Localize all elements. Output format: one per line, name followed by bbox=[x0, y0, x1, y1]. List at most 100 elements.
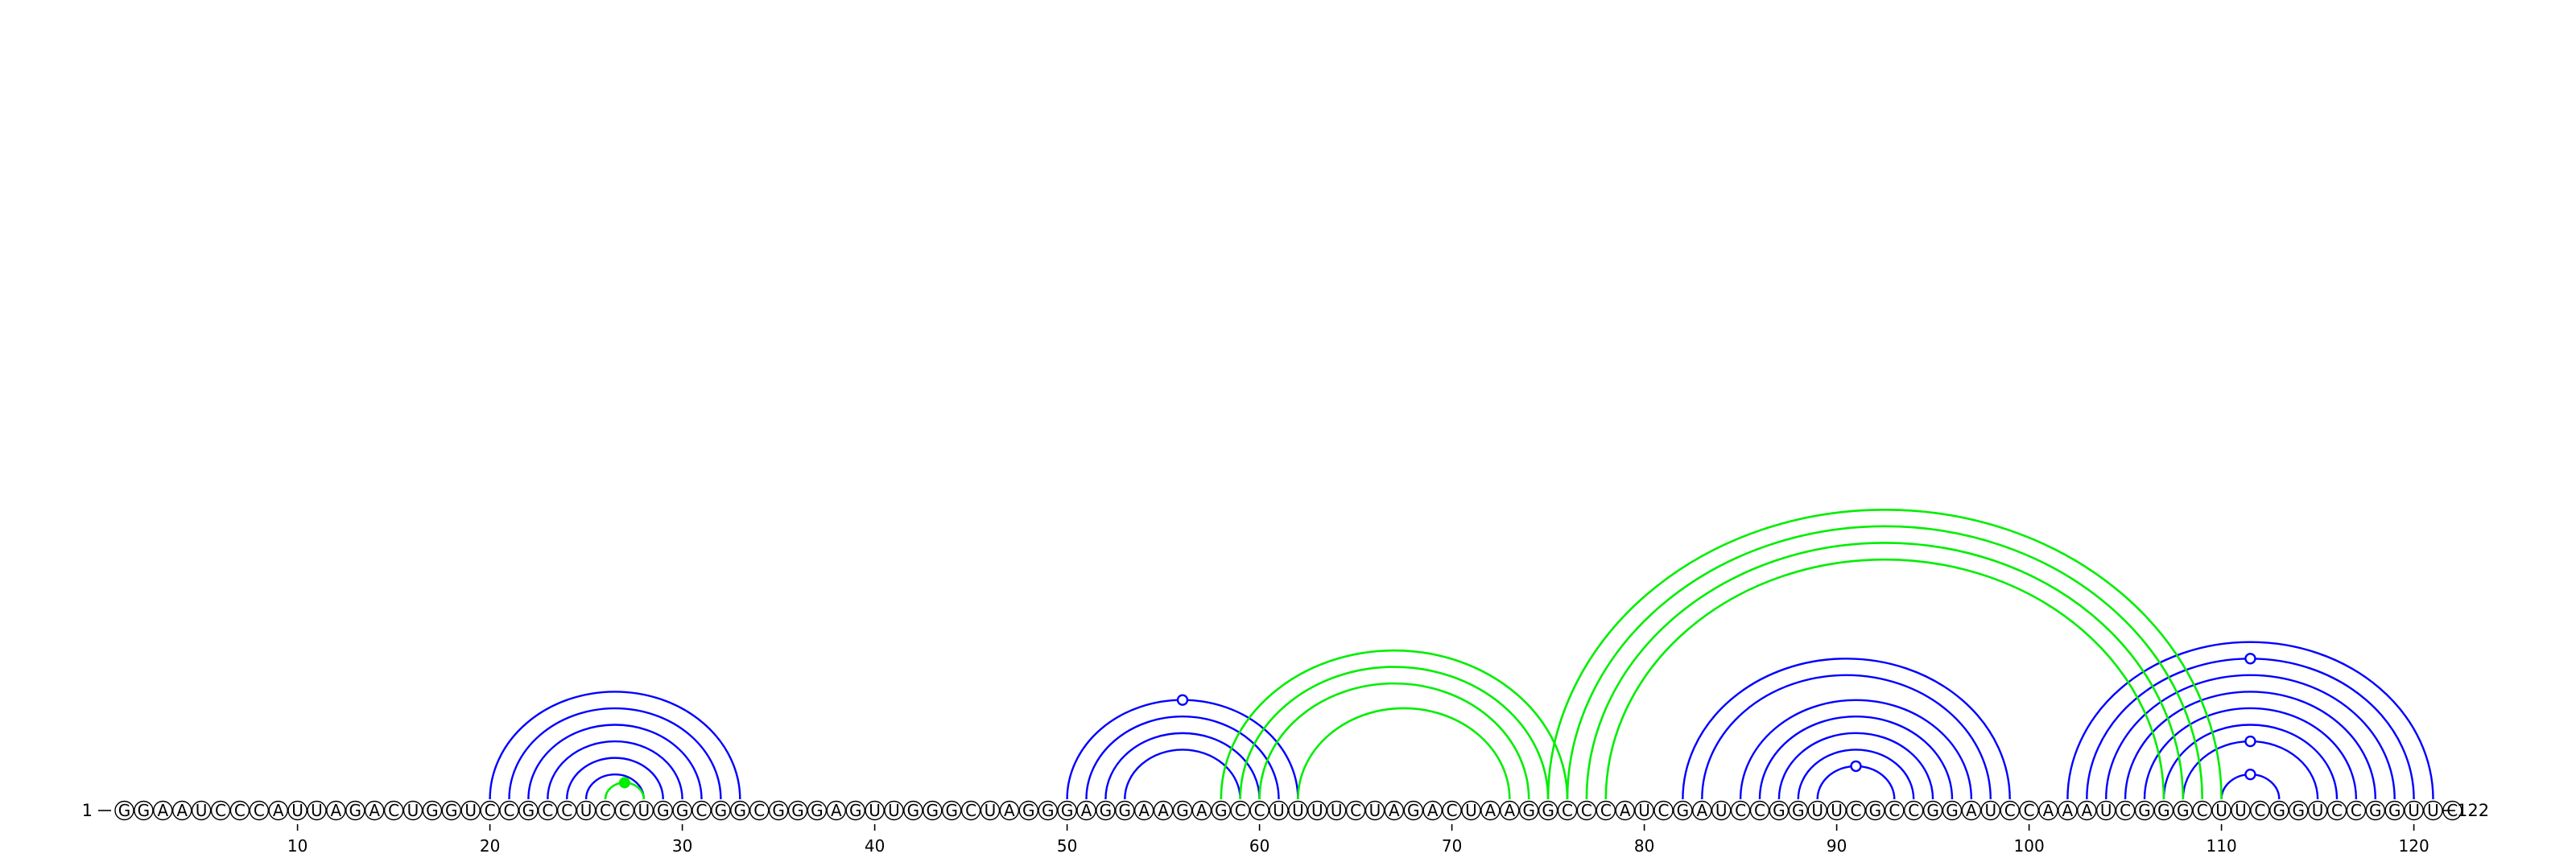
nucleotide-circle-76 bbox=[1557, 800, 1578, 821]
nucleotide-19: U bbox=[464, 801, 477, 820]
tick-label-110: 110 bbox=[2207, 836, 2237, 856]
nucleotide-circle-58 bbox=[1211, 800, 1232, 821]
nucleotide-34: C bbox=[753, 801, 765, 820]
nucleotide-circle-96 bbox=[1942, 800, 1963, 821]
nucleotide-69: A bbox=[1427, 801, 1439, 820]
nucleotide-109: C bbox=[2197, 801, 2208, 820]
nucleotide-93: C bbox=[1889, 801, 1900, 820]
nucleotide-50: G bbox=[1061, 801, 1074, 820]
start-label: 1 bbox=[82, 801, 93, 820]
nucleotide-circle-9 bbox=[268, 800, 288, 821]
blue-arc-102-121 bbox=[2066, 641, 2434, 800]
nucleotide-circle-75 bbox=[1538, 800, 1558, 821]
nucleotide-circle-99 bbox=[2000, 800, 2020, 821]
nucleotide-14: A bbox=[369, 801, 380, 820]
position-ticks-group: 10 20 30 40 50 60 70 80 90 100 110 120 bbox=[287, 824, 2429, 856]
nucleotide-circle-106 bbox=[2134, 800, 2155, 821]
nucleotide-16: U bbox=[407, 801, 419, 820]
blue-arc-25-28 bbox=[584, 773, 645, 800]
nucleotide-circle-116 bbox=[2326, 800, 2347, 821]
nucleotide-circle-113 bbox=[2269, 800, 2289, 821]
open-marker-108-115 bbox=[2244, 735, 2256, 748]
nucleotide-circle-89 bbox=[1807, 800, 1827, 821]
nucleotide-39: G bbox=[849, 801, 862, 820]
nucleotide-circle-114 bbox=[2288, 800, 2309, 821]
nucleotide-circle-22 bbox=[518, 800, 539, 821]
nucleotide-119: G bbox=[2388, 801, 2401, 820]
nucleotide-89: U bbox=[1811, 801, 1823, 820]
nucleotide-circle-86 bbox=[1749, 800, 1770, 821]
nucleotide-77: C bbox=[1581, 801, 1592, 820]
nucleotide-circle-72 bbox=[1480, 800, 1501, 821]
nucleotide-circle-21 bbox=[499, 800, 519, 821]
nucleotide-circle-2 bbox=[134, 800, 154, 821]
nucleotide-circle-53 bbox=[1115, 800, 1135, 821]
nucleotide-circle-92 bbox=[1865, 800, 1885, 821]
nucleotide-32: G bbox=[715, 801, 728, 820]
nucleotide-circle-17 bbox=[422, 800, 443, 821]
nucleotide-circle-112 bbox=[2250, 800, 2270, 821]
nucleotide-circle-102 bbox=[2058, 800, 2078, 821]
nucleotide-circle-50 bbox=[1057, 800, 1077, 821]
nucleotide-43: G bbox=[927, 801, 939, 820]
nucleotide-54: A bbox=[1138, 801, 1150, 820]
nucleotide-circle-115 bbox=[2307, 800, 2328, 821]
nucleotide-112: C bbox=[2254, 801, 2265, 820]
nucleotide-circle-29 bbox=[653, 800, 673, 821]
nucleotide-circle-6 bbox=[210, 800, 231, 821]
nucleotide-56: G bbox=[1176, 801, 1189, 820]
nucleotide-circle-28 bbox=[634, 800, 654, 821]
open-marker-110-113 bbox=[2244, 768, 2256, 781]
nucleotide-circle-44 bbox=[941, 800, 962, 821]
nucleotide-37: G bbox=[811, 801, 824, 820]
nucleotide-circle-80 bbox=[1634, 800, 1654, 821]
blue-arc-85-97 bbox=[1739, 699, 1973, 800]
nucleotide-circle-78 bbox=[1596, 800, 1616, 821]
nucleotide-96: G bbox=[1946, 801, 1959, 820]
nucleotide-75: G bbox=[1542, 801, 1554, 820]
blue-arc-105-118 bbox=[2124, 691, 2376, 800]
nucleotide-62: U bbox=[1292, 801, 1304, 820]
nucleotide-57: A bbox=[1196, 801, 1208, 820]
blue-arc-104-119 bbox=[2105, 674, 2396, 800]
nucleotide-circle-77 bbox=[1576, 800, 1597, 821]
nucleotide-61: U bbox=[1273, 801, 1285, 820]
nucleotide-circle-19 bbox=[460, 800, 481, 821]
nucleotide-114: G bbox=[2292, 801, 2305, 820]
nucleotide-73: A bbox=[1504, 801, 1515, 820]
nucleotide-110: U bbox=[2215, 801, 2227, 820]
nucleotide-circle-1 bbox=[114, 800, 134, 821]
nucleotide-circle-43 bbox=[923, 800, 943, 821]
nucleotide-97: A bbox=[1966, 801, 1977, 820]
tick-label-20: 20 bbox=[480, 836, 500, 856]
nucleotide-53: G bbox=[1119, 801, 1132, 820]
nucleotide-82: G bbox=[1677, 801, 1690, 820]
nucleotide-circle-25 bbox=[576, 800, 597, 821]
nucleotide-66: U bbox=[1369, 801, 1381, 820]
nucleotide-circle-26 bbox=[595, 800, 616, 821]
nucleotide-78: C bbox=[1600, 801, 1612, 820]
nucleotide-circle-33 bbox=[730, 800, 750, 821]
blue-arcs-group bbox=[489, 641, 2434, 800]
nucleotide-23: C bbox=[542, 801, 553, 820]
nucleotide-13: G bbox=[349, 801, 362, 820]
nucleotide-12: A bbox=[331, 801, 342, 820]
nucleotide-100: C bbox=[2024, 801, 2035, 820]
nucleotide-24: C bbox=[561, 801, 572, 820]
nucleotide-18: G bbox=[445, 801, 458, 820]
nucleotide-circle-38 bbox=[826, 800, 847, 821]
nucleotide-3: A bbox=[157, 801, 168, 820]
nucleotide-98: U bbox=[1984, 801, 1996, 820]
nucleotide-84: U bbox=[1715, 801, 1728, 820]
nucleotide-circle-59 bbox=[1230, 800, 1250, 821]
nucleotide-circle-41 bbox=[884, 800, 904, 821]
tick-label-50: 50 bbox=[1057, 836, 1077, 856]
nucleotide-83: A bbox=[1696, 801, 1707, 820]
nucleotide-46: U bbox=[985, 801, 997, 820]
nucleotide-circle-93 bbox=[1885, 800, 1905, 821]
nucleotide-47: A bbox=[1004, 801, 1015, 820]
nucleotide-113: G bbox=[2273, 801, 2286, 820]
blue-arc-22-31 bbox=[527, 724, 703, 800]
